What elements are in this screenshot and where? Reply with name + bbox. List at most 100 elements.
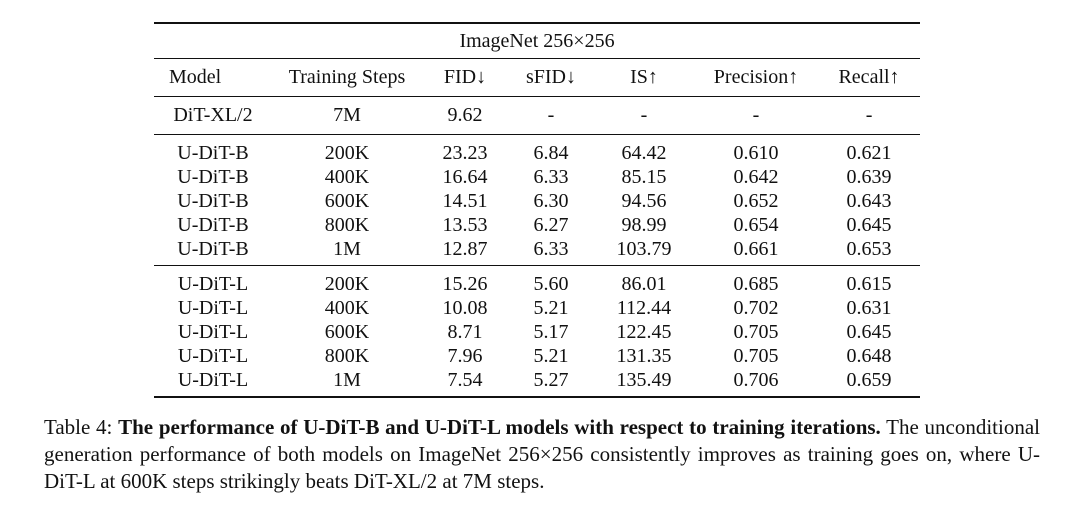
table-cell: 98.99 [621,213,667,236]
table-row: U-DiT-B 800K 13.53 6.27 98.99 0.654 0.645 [154,213,920,237]
column-header: sFID↓ [525,66,576,88]
top-rule [154,22,920,24]
caption-label: Table 4: [44,415,113,439]
table-cell: 600K [324,320,370,343]
table-cell: 0.645 [846,213,892,236]
table-cell: 400K [324,165,370,188]
table-cell: 0.631 [846,296,892,319]
caption-body: The unconditional generation performance… [44,415,1040,493]
table-cell: 0.645 [846,320,892,343]
title-rule [154,58,921,59]
model-name-cell: U-DiT-B [177,189,249,212]
table-row: U-DiT-B 1M 12.87 6.33 103.79 0.661 0.653 [154,237,920,265]
table-cell: 16.64 [442,165,488,188]
column-header: Model [169,66,222,88]
table-cell: 9.62 [447,104,483,126]
bottom-rule [154,396,920,398]
table-cell: 600K [324,189,370,212]
model-name-cell: U-DiT-B [177,237,249,260]
table-cell: 14.51 [442,189,488,212]
table-cell: 0.661 [733,237,779,260]
table-cell: 86.01 [621,272,667,295]
table-cell: 6.33 [533,237,569,260]
table-cell: 6.84 [533,141,569,164]
column-header: IS↑ [630,66,658,88]
table-cell: - [865,104,873,126]
table-cell: 5.17 [533,320,569,343]
table-cell: 6.27 [533,213,569,236]
table-title-row: ImageNet 256×256 [154,24,920,58]
table-row: U-DiT-L 1M 7.54 5.27 135.49 0.706 0.659 [154,368,920,396]
table-cell: 94.56 [621,189,667,212]
table-cell: 7.54 [447,368,483,391]
table-cell: 0.610 [733,141,779,164]
table-cell: 85.15 [621,165,667,188]
table-row: U-DiT-B 400K 16.64 6.33 85.15 0.642 0.639 [154,165,920,189]
column-header: FID↓ [443,66,487,88]
model-name-cell: U-DiT-L [177,320,249,343]
table-cell: 200K [324,141,370,164]
table-row: U-DiT-L 200K 15.26 5.60 86.01 0.685 0.615 [154,266,920,296]
table-cell: 800K [324,213,370,236]
model-name-cell: U-DiT-B [177,141,249,164]
table-cell: 0.659 [846,368,892,391]
table-cell: 0.685 [733,272,779,295]
table-header-row: Model Training Steps FID↓ sFID↓ IS↑ Precision… [154,59,920,96]
group-rule [154,96,921,97]
table-cell: - [640,104,648,126]
table-cell: 103.79 [616,237,672,260]
column-header: Precision↑ [713,66,799,88]
column-header: Training Steps [288,66,406,88]
column-header: Recall↑ [838,66,900,88]
table-cell: 0.642 [733,165,779,188]
table-cell: 5.27 [533,368,569,391]
model-name-cell: U-DiT-L [177,344,249,367]
table-row: U-DiT-L 400K 10.08 5.21 112.44 0.702 0.631 [154,296,920,320]
table-cell: 0.639 [846,165,892,188]
group-rule [154,265,921,266]
table-cell: 0.705 [733,344,779,367]
table-cell: 7.96 [447,344,483,367]
table-row: U-DiT-B 600K 14.51 6.30 94.56 0.652 0.643 [154,189,920,213]
table-row: U-DiT-L 600K 8.71 5.17 122.45 0.705 0.645 [154,320,920,344]
table-cell: 6.33 [533,165,569,188]
table-row: DiT-XL/2 7M 9.62 - - - - [154,97,920,134]
table-cell: 0.653 [846,237,892,260]
table-cell: - [547,104,555,126]
table-cell: 10.08 [442,296,488,319]
table-cell: 0.648 [846,344,892,367]
table-cell: 5.60 [533,272,569,295]
table-cell: 23.23 [442,141,488,164]
table-cell: 15.26 [442,272,488,295]
table-cell: 0.652 [733,189,779,212]
results-table: ImageNet 256×256 Model Training Steps FID↓… [154,22,921,398]
table-cell: 64.42 [621,141,667,164]
table-cell: 112.44 [616,296,672,319]
table-row: U-DiT-L 800K 7.96 5.21 131.35 0.705 0.648 [154,344,920,368]
table-title: ImageNet 256×256 [459,29,615,52]
table-cell: 400K [324,296,370,319]
table-cell: 5.21 [533,296,569,319]
group-rule [154,134,921,135]
table-cell: 8.71 [447,320,483,343]
model-name-cell: U-DiT-B [177,165,249,188]
table-cell: 0.615 [846,272,892,295]
table-row: U-DiT-B 200K 23.23 6.84 64.42 0.610 0.621 [154,135,920,165]
model-name-cell: U-DiT-B [177,213,249,236]
table-cell: 5.21 [533,344,569,367]
table-cell: 131.35 [616,344,672,367]
table-cell: 6.30 [533,189,569,212]
model-name-cell: U-DiT-L [177,296,249,319]
model-name-cell: U-DiT-L [177,368,249,391]
table-cell: 122.45 [616,320,672,343]
model-name-cell: DiT-XL/2 [173,104,253,126]
caption-bold-text: The performance of U-DiT-B and U-DiT-L m… [118,415,881,439]
table-cell: 800K [324,344,370,367]
table-cell: 0.702 [733,296,779,319]
table-cell: 135.49 [616,368,672,391]
table-cell: 0.621 [846,141,892,164]
table-cell: 0.654 [733,213,779,236]
table-cell: - [752,104,760,126]
table-cell: 0.705 [733,320,779,343]
table-cell: 200K [324,272,370,295]
